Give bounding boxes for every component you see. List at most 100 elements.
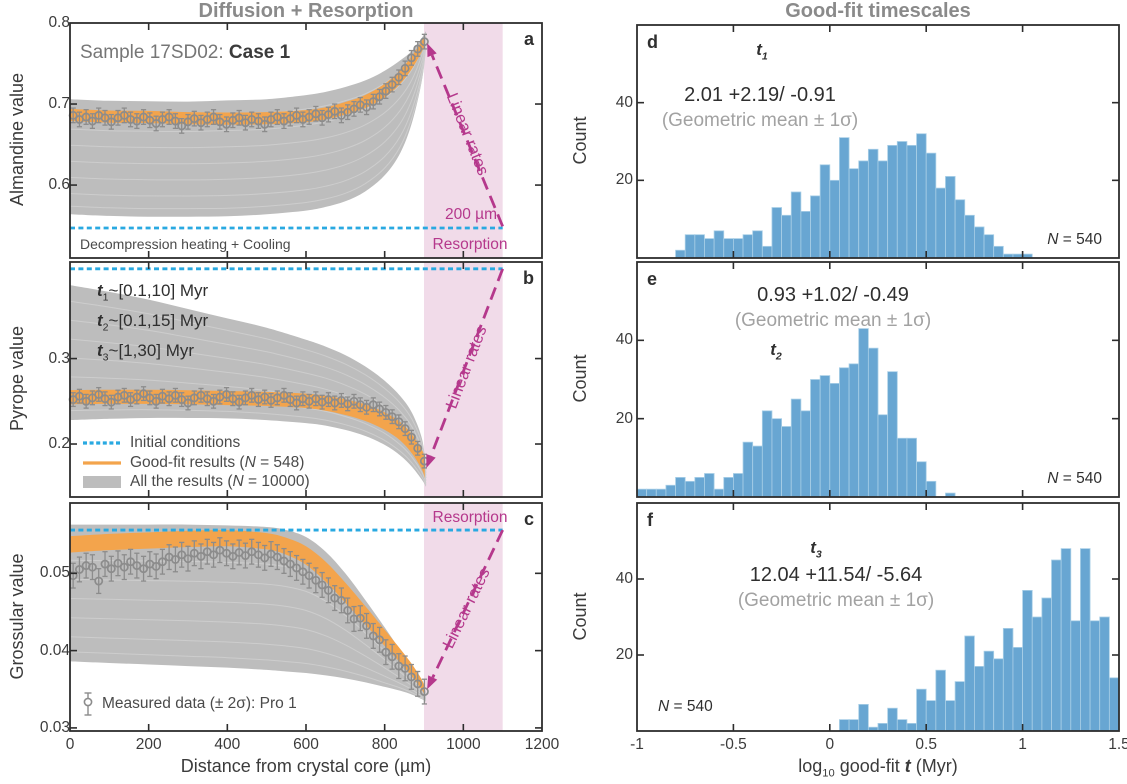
n-count-d: N = 540 bbox=[950, 231, 1102, 249]
sample-case: Case 1 bbox=[228, 42, 291, 63]
legend-marker bbox=[82, 437, 122, 449]
legend-marker bbox=[82, 457, 122, 469]
n-rest-f: = 540 bbox=[669, 698, 713, 715]
time-prior-2: t2~[0.1,15] Myr bbox=[97, 311, 208, 333]
xlabel-log-sub: 10 bbox=[822, 767, 835, 780]
panel-d-plot bbox=[636, 24, 1120, 259]
prior-sym: t bbox=[97, 281, 103, 300]
tick-label: 1.5 bbox=[1108, 736, 1127, 753]
time-prior-1: t1~[0.1,10] Myr bbox=[97, 281, 208, 303]
panel-label-e: e bbox=[647, 269, 658, 289]
panel-label-a: a bbox=[523, 29, 534, 49]
tick-label: 0 bbox=[65, 736, 75, 753]
legend-item-line: Good-fit results (N = 548) bbox=[82, 454, 304, 472]
tick-label: 800 bbox=[371, 736, 398, 753]
tick-label: 0.3 bbox=[48, 349, 70, 367]
stat-d: 2.01 +2.19/ -0.91 bbox=[684, 84, 836, 106]
prior-range: ~[0.1,15] Myr bbox=[108, 311, 209, 330]
panel-label-f: f bbox=[647, 510, 653, 530]
process-note: Decompression heating + Cooling bbox=[80, 236, 291, 252]
tick-label: 0 bbox=[825, 736, 835, 753]
xlabel-right: log10 good-fit t (Myr) bbox=[678, 756, 1078, 780]
tick-label: 40 bbox=[615, 570, 633, 587]
time-prior-3: t3~[1,30] Myr bbox=[97, 341, 194, 363]
t2-label: t2 bbox=[726, 340, 826, 362]
n-rest-d: = 540 bbox=[1058, 231, 1102, 248]
rim-width-label: 200 µm bbox=[444, 206, 497, 223]
resorption-label-a: Resorption bbox=[432, 236, 508, 253]
legend-item-dashed: Initial conditions bbox=[82, 434, 240, 452]
tick-label: 200 bbox=[135, 736, 162, 753]
tick-label: 20 bbox=[615, 409, 633, 427]
tick-label: 0.5 bbox=[915, 736, 937, 753]
t3-label: t3 bbox=[766, 538, 866, 560]
xlabel-unit: (Myr) bbox=[910, 756, 958, 776]
measured-legend-text: Measured data (± 2σ): Pro 1 bbox=[102, 695, 297, 712]
geo-d: (Geometric mean ± 1σ) bbox=[661, 110, 859, 131]
xlabel-log: log bbox=[798, 756, 823, 776]
t3-sub: 3 bbox=[815, 548, 822, 561]
prior-sym: t bbox=[97, 341, 103, 360]
sample-label: Sample 17SD02: Case 1 bbox=[80, 42, 290, 64]
prior-sub: 1 bbox=[102, 291, 109, 304]
right-column-title: Good-fit timescales bbox=[785, 0, 971, 22]
n-sym-f: N bbox=[658, 698, 670, 715]
panel-c-plot bbox=[68, 502, 543, 732]
tick-label: 400 bbox=[214, 736, 241, 753]
tick-label: 40 bbox=[615, 93, 633, 111]
legend-text: Initial conditions bbox=[130, 434, 241, 451]
tick-label: 20 bbox=[615, 171, 633, 189]
tick-label: 1000 bbox=[446, 736, 481, 753]
geo-f: (Geometric mean ± 1σ) bbox=[737, 590, 935, 611]
panel-label-b: b bbox=[523, 268, 534, 288]
t1-sym: t bbox=[756, 40, 762, 59]
n-count-f: N = 540 bbox=[658, 698, 810, 716]
tick-label: 0.03 bbox=[39, 718, 70, 736]
tick-label: 0.2 bbox=[48, 435, 70, 453]
stat-f: 12.04 +11.54/ -5.64 bbox=[749, 564, 923, 586]
ylabel-c: Grossular value bbox=[7, 553, 27, 680]
tick-label: 0.05 bbox=[39, 564, 70, 582]
panel-b-plot bbox=[68, 261, 543, 498]
left-column-title: Diffusion + Resorption bbox=[198, 0, 414, 22]
ylabel-b: Pyrope value bbox=[7, 325, 27, 432]
prior-sub: 3 bbox=[102, 351, 109, 364]
tick-label: 0.7 bbox=[48, 95, 70, 113]
xlabel-left: Distance from crystal core (µm) bbox=[180, 756, 432, 776]
t2-sym: t bbox=[770, 340, 776, 359]
t2-sub: 2 bbox=[775, 350, 782, 363]
measured-data-marker bbox=[83, 692, 93, 716]
tick-label: 0.04 bbox=[39, 641, 70, 659]
prior-range: ~[1,30] Myr bbox=[108, 341, 195, 360]
panel-a-plot bbox=[68, 22, 543, 259]
t1-sub: 1 bbox=[761, 50, 768, 63]
legend-text: Good-fit results (N = 548) bbox=[130, 453, 305, 471]
tick-label: 20 bbox=[615, 646, 633, 663]
n-count-e: N = 540 bbox=[950, 470, 1102, 488]
resorption-label-c: Resorption bbox=[432, 509, 508, 526]
measured-legend: Measured data (± 2σ): Pro 1 bbox=[80, 690, 297, 718]
ylabel-f: Count bbox=[570, 592, 590, 641]
tick-label: 1200 bbox=[524, 736, 560, 753]
prior-sym: t bbox=[97, 311, 103, 330]
prior-sub: 2 bbox=[102, 321, 109, 334]
tick-label: -1 bbox=[630, 736, 644, 753]
t3-sym: t bbox=[810, 538, 816, 557]
panel-label-d: d bbox=[647, 32, 658, 52]
tick-label: 1 bbox=[1018, 736, 1027, 753]
prior-range: ~[0.1,10] Myr bbox=[108, 281, 209, 300]
panel-f-plot bbox=[636, 502, 1120, 732]
ylabel-d: Count bbox=[570, 116, 590, 165]
n-rest-e: = 540 bbox=[1058, 470, 1102, 487]
geo-e: (Geometric mean ± 1σ) bbox=[734, 310, 932, 331]
sample-prefix: Sample 17SD02: bbox=[80, 42, 229, 63]
ylabel-a: Almandine value bbox=[7, 72, 27, 207]
panel-label-c: c bbox=[523, 509, 534, 529]
tick-label: 600 bbox=[293, 736, 319, 753]
tick-label: 40 bbox=[615, 331, 633, 349]
tick-label: -0.5 bbox=[720, 736, 747, 753]
legend-text: All the results (N = 10000) bbox=[130, 473, 310, 490]
legend-marker bbox=[82, 475, 122, 489]
xlabel-t: t bbox=[904, 756, 911, 776]
tick-label: 0.6 bbox=[48, 176, 70, 194]
